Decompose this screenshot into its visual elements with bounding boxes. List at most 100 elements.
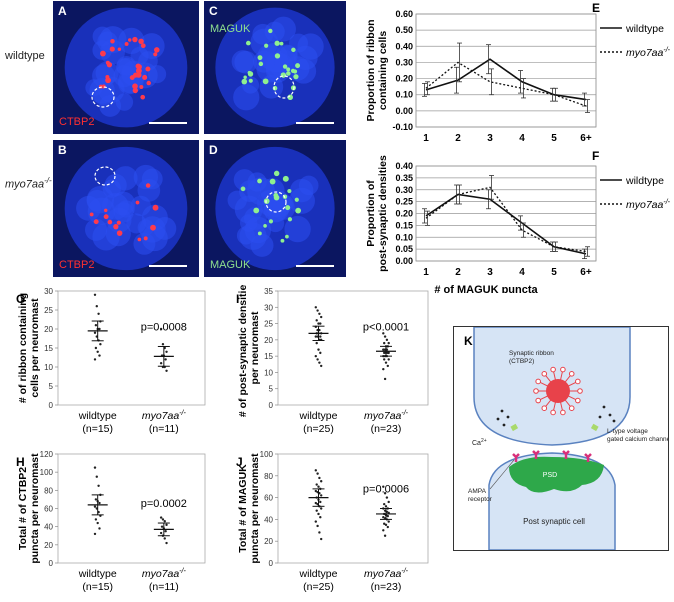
y-tick-label: 0.00: [395, 256, 413, 266]
stain-label-b: CTBP2: [59, 259, 95, 271]
puncta: [268, 28, 273, 34]
data-point: [386, 351, 389, 355]
micrograph-b: B CTBP2: [53, 140, 199, 277]
ampa-receptor: [562, 450, 570, 459]
y-tick-label: 10: [44, 363, 53, 372]
plot-area: [57, 453, 206, 564]
ampa-label: AMPA receptor: [468, 488, 493, 503]
data-point: [318, 361, 321, 364]
y-tick-label: 60: [264, 494, 273, 503]
y-tick-label: 0: [49, 559, 54, 568]
y-tick-label: 0: [49, 401, 54, 410]
puncta: [291, 47, 296, 53]
data-point: [319, 322, 322, 325]
y-tick-label: 40: [44, 523, 53, 532]
psd-label: PSD: [543, 472, 557, 479]
data-point: [382, 332, 385, 335]
calcium-label: Ca2+: [472, 438, 487, 447]
puncta: [104, 208, 108, 213]
puncta: [287, 94, 293, 101]
puncta: [263, 224, 267, 228]
group-n: (n=25): [303, 423, 334, 435]
synaptic-vesicle: [541, 405, 548, 412]
data-point: [159, 516, 163, 519]
data-point: [385, 496, 389, 499]
post-cell-label: Post synaptic cell: [523, 517, 585, 526]
data-point: [98, 354, 101, 357]
nucleus: [264, 21, 285, 42]
data-point: [320, 315, 323, 319]
data-point: [314, 335, 317, 338]
puncta: [117, 47, 122, 51]
puncta: [138, 38, 144, 45]
data-point: [318, 531, 321, 534]
panel-letter: E: [592, 1, 600, 15]
y-tick-label: 0.10: [395, 232, 413, 242]
y-tick-label: 20: [44, 541, 53, 550]
group-n: (n=11): [149, 423, 179, 435]
data-point: [320, 537, 323, 541]
puncta: [285, 234, 289, 239]
micrograph-c: C MAGUK: [204, 1, 346, 134]
group-label: wildtype: [299, 410, 338, 422]
data-point: [314, 501, 317, 505]
data-point: [386, 525, 389, 529]
puncta: [272, 85, 278, 91]
y-tick-label: 35: [264, 287, 273, 296]
group-n: (n=25): [303, 581, 334, 593]
puncta: [106, 62, 113, 68]
data-point: [95, 305, 98, 308]
calcium-ion: [602, 405, 606, 409]
y-tick-label: 20: [44, 325, 53, 334]
nucleus: [116, 58, 134, 76]
data-point: [383, 534, 387, 537]
data-point: [98, 527, 101, 530]
legend-label: myo7aa-/-: [626, 199, 671, 211]
puncta: [150, 224, 156, 231]
x-tick-label: 2: [455, 267, 461, 278]
synapse-diagram: K PSD Synaptic ribbon (CTBP2) L-type voltage…: [453, 326, 674, 551]
data-point: [314, 354, 317, 358]
y-tick-label: 30: [44, 287, 53, 296]
data-point: [161, 343, 165, 346]
ribbon-label: Synaptic ribbon (CTBP2): [509, 350, 554, 365]
x-tick-label: 1: [423, 133, 429, 144]
chart-g-svg: 30 25 20 15 10 5 0 wildtype(n=15) myo7aa-/-(n=11…: [16, 287, 206, 435]
y-tick-label: 0.50: [395, 25, 413, 35]
nucleus: [113, 202, 134, 223]
y-tick-label: 15: [44, 344, 53, 353]
row-label-wildtype: wildtype: [5, 50, 45, 62]
y-tick-label: 25: [264, 320, 273, 329]
puncta: [258, 61, 264, 67]
y-tick-label: 0.00: [395, 106, 413, 116]
synaptic-ribbon: [546, 379, 570, 403]
chart-i: 35 30 25 20 15 10 5 0 wildtype (n=25) myo7aa-/- (n=…: [216, 279, 436, 445]
x-tick-label: 4: [519, 267, 525, 278]
puncta: [105, 77, 111, 84]
nucleus: [76, 195, 101, 221]
data-point: [316, 309, 319, 312]
group-n: (n=23): [371, 581, 402, 593]
data-point: [319, 500, 322, 504]
puncta: [110, 38, 115, 44]
puncta: [116, 230, 123, 236]
data-point: [315, 341, 318, 345]
y-tick-label: 0.20: [395, 74, 413, 84]
puncta: [280, 72, 287, 78]
puncta: [274, 40, 280, 46]
y-axis-title: Proportion of ribboncontaining cells: [365, 19, 389, 121]
data-point: [320, 507, 323, 510]
data-point: [314, 520, 317, 523]
puncta: [132, 36, 138, 43]
nucleus: [252, 50, 276, 73]
calcium-ion: [502, 423, 506, 427]
panel-letter: J: [236, 455, 243, 469]
y-tick-label: 0.60: [395, 9, 413, 19]
data-point: [315, 509, 318, 512]
puncta: [135, 200, 140, 205]
p-value: p=0.0008: [141, 321, 187, 333]
row-label-mutant-text: myo7aa: [5, 178, 45, 191]
series-line-myo7aa: [425, 61, 587, 107]
y-tick-label: 60: [44, 505, 53, 514]
chart-h: 120 100 80 60 40 20 0 wildtype (n=15) myo7aa-/- (n…: [0, 448, 215, 597]
